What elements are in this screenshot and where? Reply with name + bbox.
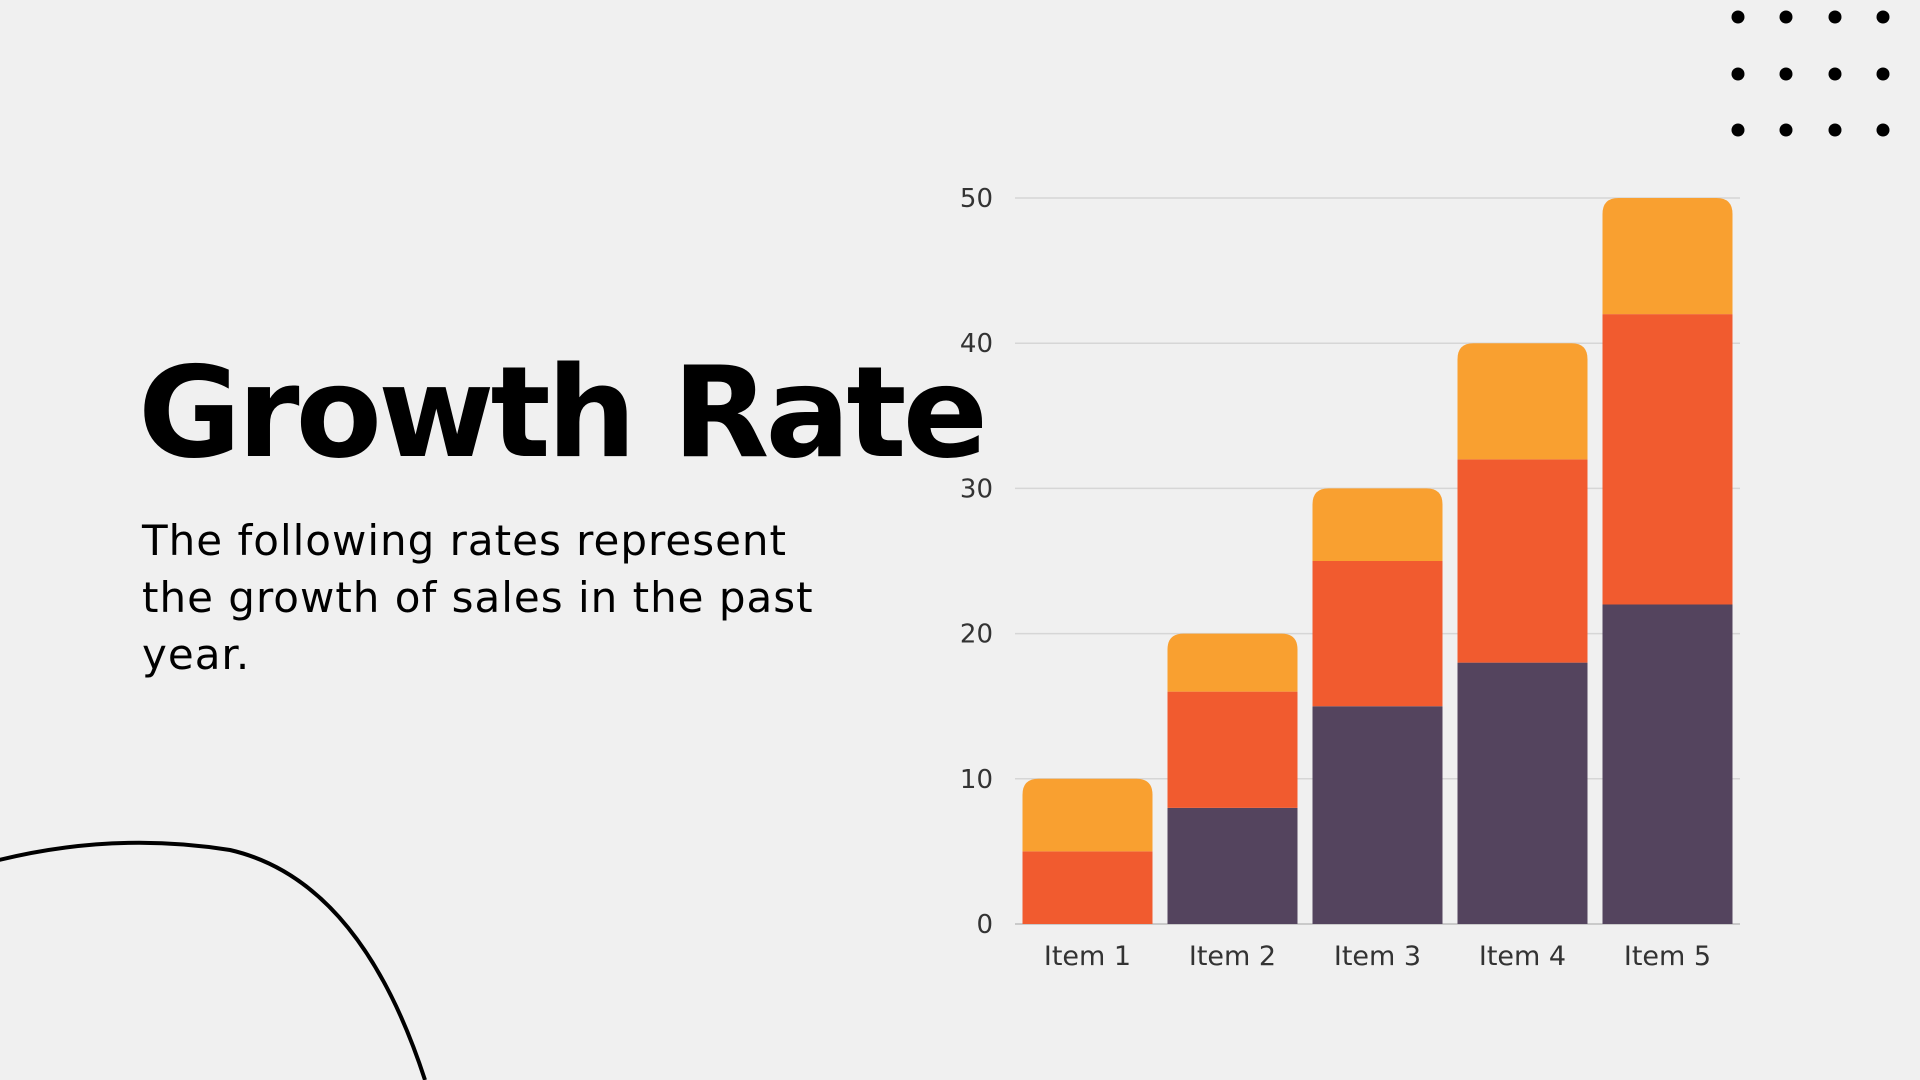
x-tick-label: Item 5 [1624,941,1711,972]
axis-labels: 0 10 20 30 40 50 Item 1 Item 2 Item 3 Item 4 Item … [960,184,1711,972]
dot [1876,67,1890,81]
dot [1828,67,1842,81]
dot-grid-icon [1731,10,1890,137]
bar-segment [1602,604,1733,924]
y-tick-label: 20 [960,620,993,650]
circle-outline-icon [0,840,427,1080]
dot [1828,10,1842,24]
bar-stack [1312,488,1443,924]
y-tick-label: 50 [960,184,993,214]
bar-stack [1167,633,1298,924]
bar-segment [1457,662,1588,924]
bar-segment [1312,561,1443,707]
dot [1731,123,1745,137]
y-tick-label: 30 [960,474,993,504]
x-tick-label: Item 3 [1334,941,1421,972]
y-tick-label: 10 [960,765,993,795]
bar-segment [1167,633,1298,692]
page-subtitle: The following rates represent the growth… [142,516,814,679]
dot [1779,67,1793,81]
dot [1731,67,1745,81]
dot [1828,123,1842,137]
bar-stack [1457,343,1588,924]
dot [1731,10,1745,24]
page-title: Growth Rate [138,339,988,486]
x-tick-label: Item 4 [1479,941,1566,972]
bar-segment [1312,488,1443,561]
x-tick-label: Item 2 [1189,941,1276,972]
bar-segment [1602,198,1733,315]
bar-segment [1312,706,1443,924]
bar-stack [1022,778,1153,924]
bar-segment [1022,851,1153,924]
dot [1779,10,1793,24]
y-tick-label: 40 [960,329,993,359]
bar-segment [1457,459,1588,663]
bar-segment [1022,778,1153,852]
bar-stack [1602,198,1733,924]
bar-segment [1457,343,1588,460]
y-tick-label: 0 [976,910,993,940]
bar-segment [1602,314,1733,605]
bars [1022,198,1733,924]
dot [1876,123,1890,137]
dot [1779,123,1793,137]
bar-segment [1167,691,1298,808]
bar-segment [1167,807,1298,924]
dot [1876,10,1890,24]
x-tick-label: Item 1 [1044,941,1131,972]
